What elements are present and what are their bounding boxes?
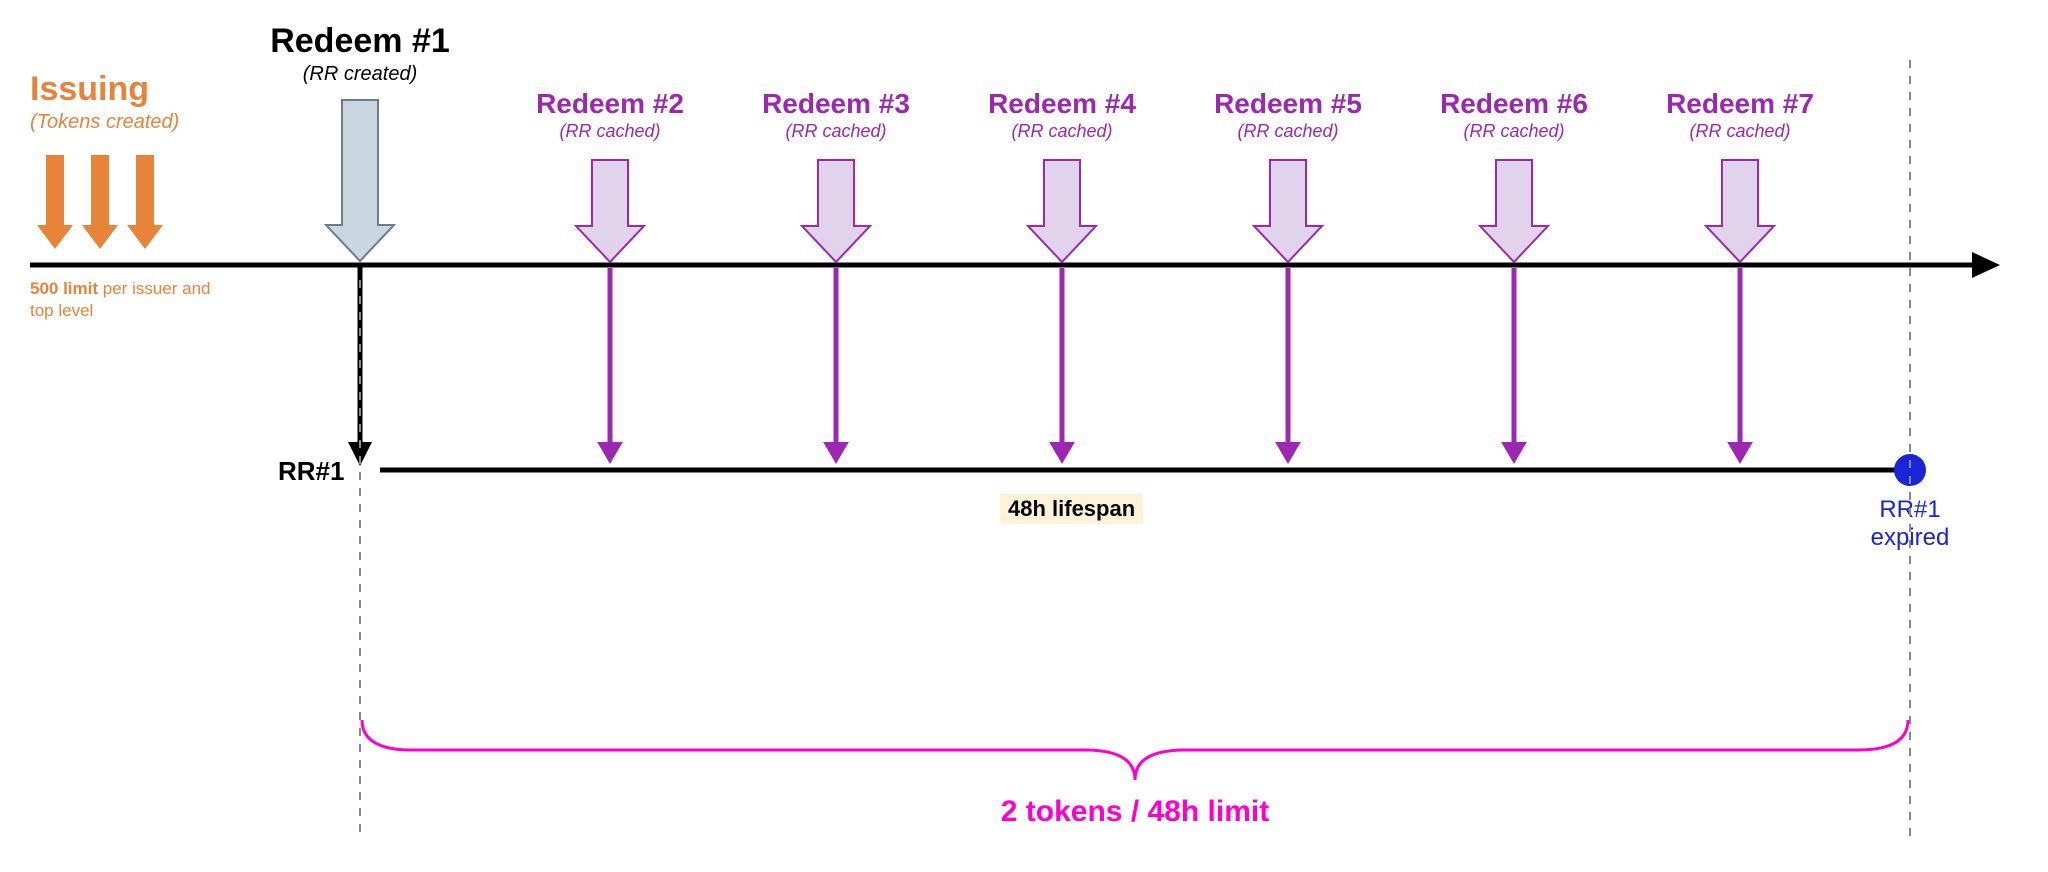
diagram-canvas: Issuing (Tokens created) 500 limit per i… xyxy=(0,0,2048,872)
cached-redeem-title: Redeem #7 xyxy=(1630,88,1850,120)
cached-redeem-subtitle: (RR cached) xyxy=(726,121,946,142)
cached-redeem-label: Redeem #7 (RR cached) xyxy=(1630,88,1850,142)
cached-redeem-label: Redeem #5 (RR cached) xyxy=(1178,88,1398,142)
cached-redeem-subtitle: (RR cached) xyxy=(952,121,1172,142)
cached-redeem-label: Redeem #6 (RR cached) xyxy=(1404,88,1624,142)
cached-redeem-subtitle: (RR cached) xyxy=(500,121,720,142)
cached-redeem-title: Redeem #4 xyxy=(952,88,1172,120)
rr1-expired-line2: expired xyxy=(1855,524,1965,552)
issuing-limit-note: 500 limit per issuer and top level xyxy=(30,278,230,322)
cached-redeem-label: Redeem #3 (RR cached) xyxy=(726,88,946,142)
cached-redeem-label: Redeem #4 (RR cached) xyxy=(952,88,1172,142)
cached-redeem-title: Redeem #5 xyxy=(1178,88,1398,120)
cached-redeem-title: Redeem #3 xyxy=(726,88,946,120)
cached-redeem-label: Redeem #2 (RR cached) xyxy=(500,88,720,142)
cached-redeem-subtitle: (RR cached) xyxy=(1178,121,1398,142)
brace-label: 2 tokens / 48h limit xyxy=(835,795,1435,829)
redeem1-arrow xyxy=(260,0,460,500)
lifespan-label: 48h lifespan xyxy=(1000,494,1143,524)
cached-redeem-title: Redeem #6 xyxy=(1404,88,1624,120)
rr1-expired-line1: RR#1 xyxy=(1855,496,1965,524)
cached-redeem-subtitle: (RR cached) xyxy=(1630,121,1850,142)
rr1-label: RR#1 xyxy=(278,456,344,487)
issuing-limit-bold: 500 limit xyxy=(30,279,98,298)
cached-redeem-title: Redeem #2 xyxy=(500,88,720,120)
cached-redeem-subtitle: (RR cached) xyxy=(1404,121,1624,142)
issuing-subtitle-text: (Tokens created) xyxy=(30,111,179,134)
issuing-title: Issuing (Tokens created) xyxy=(30,70,179,134)
issuing-title-text: Issuing xyxy=(30,70,179,109)
rr1-expired-label: RR#1 expired xyxy=(1855,496,1965,551)
